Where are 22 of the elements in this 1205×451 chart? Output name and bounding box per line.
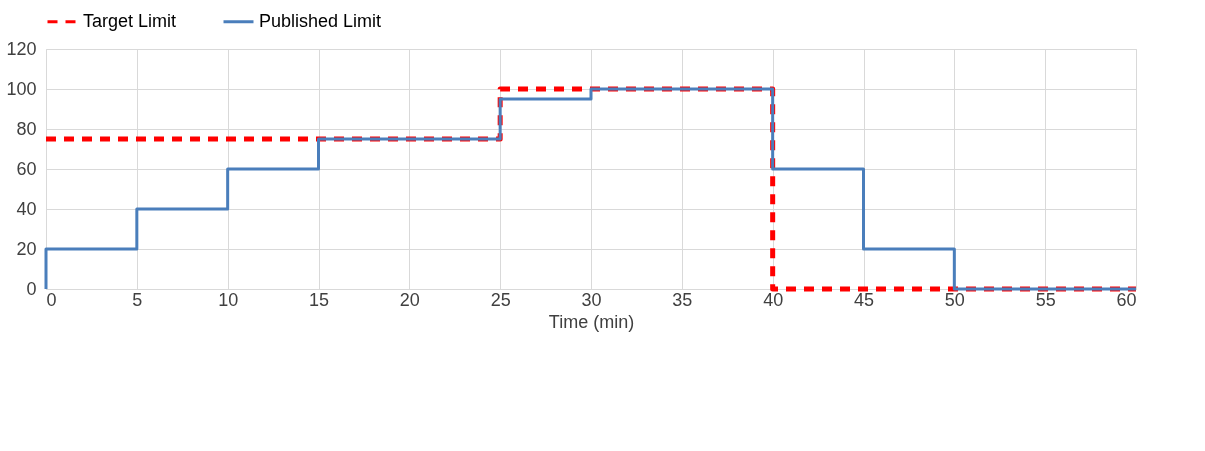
- x-tick-label: 30: [581, 289, 602, 310]
- y-tick-label: 40: [16, 198, 37, 219]
- x-tick-label: 5: [132, 289, 143, 310]
- x-tick-label: 0: [46, 289, 57, 310]
- x-tick-label: 55: [1035, 289, 1056, 310]
- x-tick-label: 35: [672, 289, 693, 310]
- y-tick-label: 100: [6, 78, 37, 99]
- x-tick-label: 10: [218, 289, 239, 310]
- x-tick-label: 50: [944, 289, 965, 310]
- x-tick-label: 20: [399, 289, 420, 310]
- y-tick-label: 60: [16, 158, 37, 179]
- y-tick-label: 80: [16, 118, 37, 139]
- x-tick-label: 45: [853, 289, 875, 310]
- y-tick-label: 20: [16, 238, 37, 259]
- x-tick-label: 25: [490, 289, 511, 310]
- x-tick-label: 15: [308, 289, 330, 310]
- x-tick-label: 60: [1116, 289, 1137, 310]
- x-tick-label: 40: [763, 289, 784, 310]
- legend-label: Target Limit: [83, 10, 177, 31]
- y-tick-label: 120: [6, 38, 37, 59]
- legend-label: Published Limit: [259, 10, 382, 31]
- x-axis-title: Time (min): [548, 311, 635, 332]
